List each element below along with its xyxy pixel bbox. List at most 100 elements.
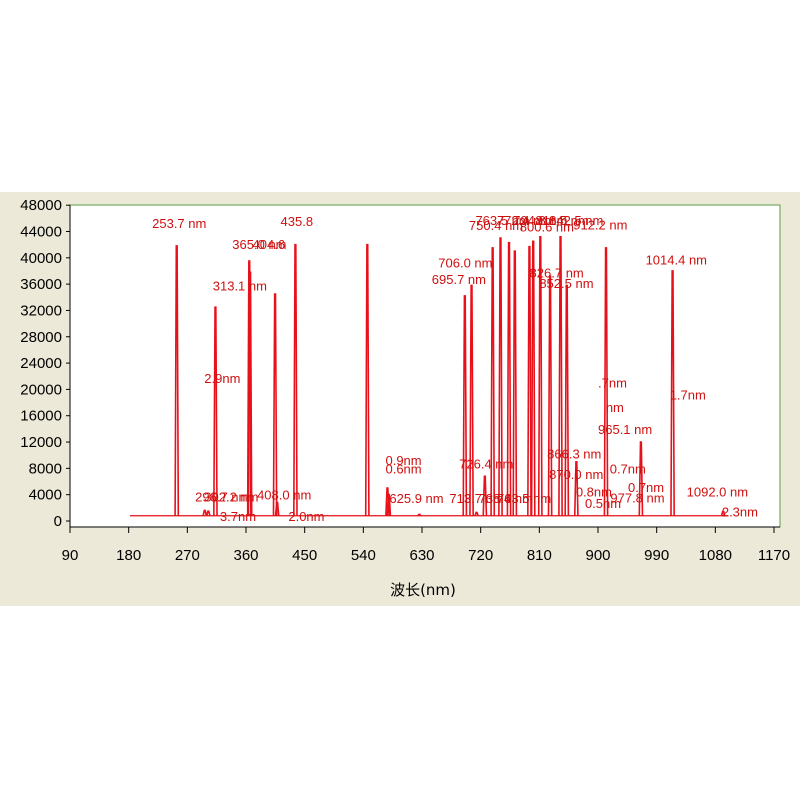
x-tick-label: 990 xyxy=(644,547,669,564)
chart-figure: 0 4000 8000 12000 16000 20000 24000 28000 32000 3… xyxy=(0,192,800,606)
spectrum-peak xyxy=(564,284,570,516)
chart-svg: 0 4000 8000 12000 16000 20000 24000 28000 32000 3… xyxy=(20,197,790,599)
peak-annotation: 0.8nm xyxy=(576,485,612,500)
peak-annotation: 826.7 nm xyxy=(530,266,584,281)
peak-annotation: 0.9nm xyxy=(385,453,421,468)
peak-annotation: 0.5nm xyxy=(585,496,621,511)
peak-annotation: 2.9nm xyxy=(204,371,240,386)
x-tick-label: 1080 xyxy=(699,547,732,564)
peak-annotation: 706.0 nm xyxy=(438,256,492,271)
spectrum-peak xyxy=(558,235,563,516)
x-tick-label: 360 xyxy=(233,547,258,564)
peak-annotation: 2.0nm xyxy=(288,509,324,524)
peak-annotation: 1092.0 nm xyxy=(687,485,748,500)
peak-annotation: 965.1 nm xyxy=(598,422,652,437)
spectrum-peak xyxy=(462,295,468,516)
peak-annotation: 296.7 nm xyxy=(195,489,249,504)
plot-area xyxy=(69,204,781,528)
spectrum-peak xyxy=(386,493,392,516)
spectrum-peak xyxy=(272,293,278,516)
y-tick-label: 20000 xyxy=(20,381,62,398)
spectrum-peak xyxy=(490,247,496,516)
spectrum-peak xyxy=(512,250,518,516)
y-ticks: 0 4000 8000 12000 16000 20000 24000 28000 32000 3… xyxy=(20,197,70,530)
x-tick-label: 720 xyxy=(468,547,493,564)
spectrum-peak xyxy=(482,475,488,516)
peak-annotation: 842.5 nm xyxy=(549,213,603,228)
peak-annotation: 866.3 nm xyxy=(547,446,601,461)
peak-annotation: nm xyxy=(606,400,624,415)
x-tick-label: 630 xyxy=(409,547,434,564)
spectrum-peak xyxy=(573,460,579,516)
spectrum-peak xyxy=(547,275,553,516)
peak-annotation: 365.0 nm xyxy=(232,237,286,252)
peak-annotation: 0.7nm xyxy=(610,462,646,477)
spectrum-peak xyxy=(603,247,609,516)
y-tick-label: 16000 xyxy=(20,408,62,425)
peak-annotation: 1014.4 nm xyxy=(646,252,707,267)
x-tick-label: 1170 xyxy=(758,547,790,564)
peak-annotation: 253.7 nm xyxy=(152,216,206,231)
peak-annotation: 800.6 nm xyxy=(520,219,574,234)
peak-annotation: 912.2 nm xyxy=(573,218,627,233)
peak-annotation: 763.5 nm xyxy=(497,491,551,506)
y-tick-label: 28000 xyxy=(20,329,62,346)
x-tick-label: 90 xyxy=(62,547,79,564)
peak-annotation: 2.3nm xyxy=(722,504,758,519)
peak-annotation: .7nm xyxy=(598,375,627,390)
y-tick-label: 36000 xyxy=(20,276,62,293)
x-tick-label: 270 xyxy=(175,547,200,564)
peak-annotation: 713.7 nm xyxy=(449,491,503,506)
peak-annotation: 0.6nm xyxy=(385,462,421,477)
x-tick-label: 540 xyxy=(351,547,376,564)
peak-annotation: 435.8 xyxy=(281,214,314,229)
peak-annotation: 763.5 nm xyxy=(475,213,529,228)
y-tick-label: 8000 xyxy=(29,460,62,477)
spectrum-peak xyxy=(293,243,298,516)
peak-annotation: 625.9 nm xyxy=(389,491,443,506)
x-tick-label: 810 xyxy=(527,547,552,564)
peak-annotation: 750.4 nm xyxy=(469,218,523,233)
y-tick-label: 24000 xyxy=(20,355,62,372)
spectrum-peak xyxy=(498,237,503,516)
spectrum-peak xyxy=(202,509,208,516)
peak-annotation: 1.7nm xyxy=(670,387,706,402)
y-tick-label: 32000 xyxy=(20,302,62,319)
spectrum-peak xyxy=(474,511,479,517)
spectrum-peak xyxy=(670,270,675,516)
peak-annotation: 313.1 nm xyxy=(213,279,267,294)
spectrum-peak xyxy=(527,245,532,516)
y-tick-label: 40000 xyxy=(20,250,62,267)
spectrum-peak xyxy=(246,260,252,516)
x-tick-label: 900 xyxy=(585,547,610,564)
peak-annotation: 811.5 nm xyxy=(535,213,588,228)
spectrum-peak xyxy=(274,501,280,516)
peak-annotation: 0.7nm xyxy=(628,480,664,495)
spectrum-series xyxy=(129,235,729,517)
x-tick-label: 450 xyxy=(292,547,317,564)
y-tick-label: 0 xyxy=(54,513,62,530)
peak-annotation: 695.7 nm xyxy=(432,272,486,287)
peak-annotation: 726.4 nm xyxy=(459,456,513,471)
peak-annotation: 408.0 nm xyxy=(257,487,311,502)
peak-annotation: 3.7nm xyxy=(220,509,256,524)
peak-annotation: 852.5 nm xyxy=(539,276,593,291)
spectrum-peak xyxy=(530,240,536,516)
spectrum-peak xyxy=(720,510,726,516)
spectrum-peak xyxy=(469,284,474,516)
y-tick-label: 48000 xyxy=(20,197,62,214)
x-axis-label: 波长(nm) xyxy=(390,581,456,599)
x-ticks: 90 180 270 360 450 540 630 720 810 900 990 1080 1170 xyxy=(62,527,790,564)
spectrum-peak xyxy=(247,271,253,516)
peak-annotation: 738.4 nm xyxy=(479,491,533,506)
x-tick-label: 180 xyxy=(116,547,141,564)
peak-annotation: 977.8 nm xyxy=(610,491,664,506)
spectrum-peak xyxy=(417,513,422,517)
y-tick-label: 4000 xyxy=(29,487,62,504)
y-tick-label: 12000 xyxy=(20,434,62,451)
peak-annotation: 772.4 nm xyxy=(497,213,551,228)
peak-annotation: 302.2 nm xyxy=(204,489,258,504)
spectrum-peak xyxy=(174,245,180,516)
spectrum-peak xyxy=(213,306,218,516)
